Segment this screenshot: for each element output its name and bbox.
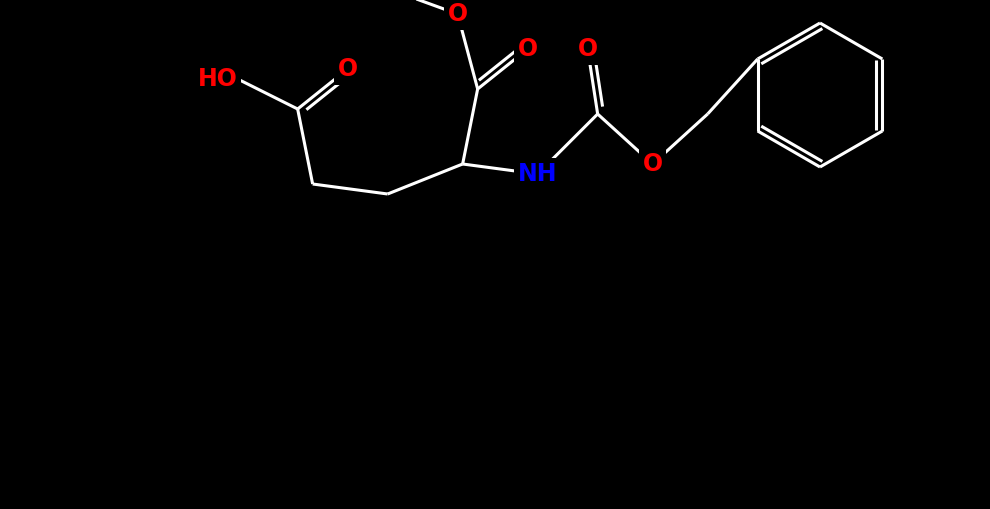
Text: O: O bbox=[518, 37, 538, 61]
Text: O: O bbox=[643, 152, 662, 176]
Text: NH: NH bbox=[518, 162, 557, 186]
Text: O: O bbox=[338, 57, 357, 81]
Text: HO: HO bbox=[198, 67, 238, 91]
Text: O: O bbox=[577, 37, 598, 61]
Text: O: O bbox=[447, 2, 467, 26]
